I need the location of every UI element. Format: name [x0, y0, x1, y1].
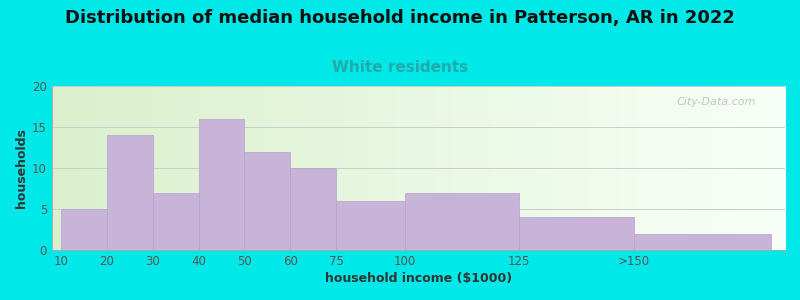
Bar — [405, 193, 519, 250]
Bar — [634, 234, 771, 250]
Text: Distribution of median household income in Patterson, AR in 2022: Distribution of median household income … — [65, 9, 735, 27]
Text: White residents: White residents — [332, 60, 468, 75]
Bar — [198, 119, 244, 250]
X-axis label: household income ($1000): household income ($1000) — [325, 272, 512, 285]
Bar — [61, 209, 107, 250]
Bar — [107, 135, 153, 250]
Bar — [290, 168, 336, 250]
Bar — [244, 152, 290, 250]
Bar — [336, 201, 405, 250]
Bar — [519, 217, 634, 250]
Text: City-Data.com: City-Data.com — [676, 98, 756, 107]
Bar — [153, 193, 198, 250]
Y-axis label: households: households — [15, 128, 28, 208]
